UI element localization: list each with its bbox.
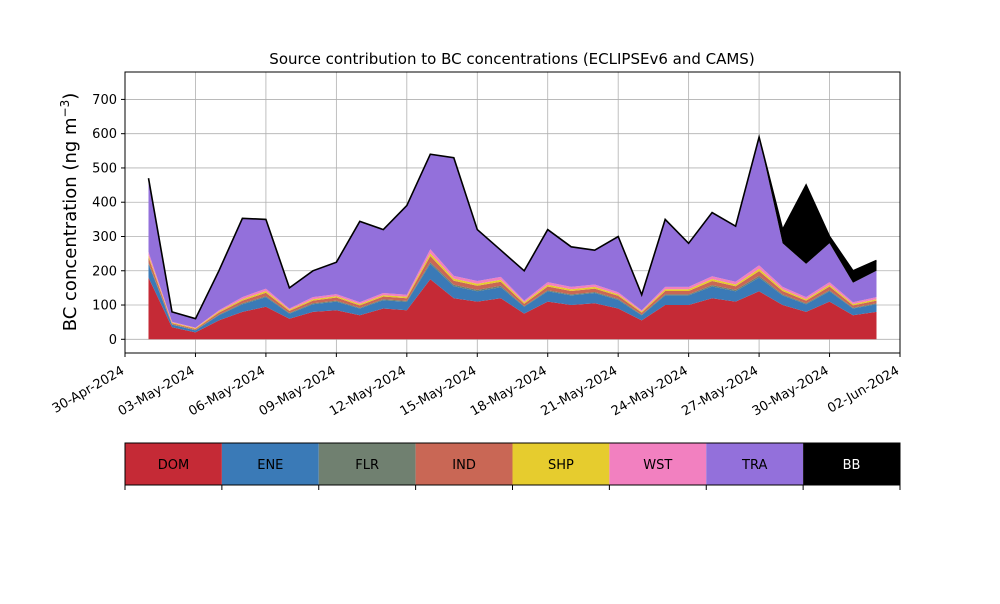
y-tick-label: 400 bbox=[92, 196, 117, 211]
x-tick-label: 02-Jun-2024 bbox=[825, 363, 902, 416]
area-series-group bbox=[147, 133, 877, 340]
legend-label-ene: ENE bbox=[257, 458, 283, 473]
y-axis-label-close: ) bbox=[60, 93, 81, 100]
axes bbox=[121, 71, 901, 357]
legend-frame bbox=[124, 442, 901, 486]
legend-label-wst: WST bbox=[643, 458, 672, 473]
x-tick-label: 09-May-2024 bbox=[257, 363, 339, 419]
legend-swatch-dom bbox=[125, 443, 222, 485]
area-series-dom bbox=[148, 277, 877, 340]
x-tick-label: 30-May-2024 bbox=[750, 363, 832, 419]
legend-swatch-wst bbox=[609, 443, 707, 485]
legend-swatch-flr bbox=[318, 443, 416, 485]
x-tick-label: 24-May-2024 bbox=[609, 363, 691, 419]
x-tick-label: 27-May-2024 bbox=[679, 363, 761, 419]
legend-label-bb: BB bbox=[843, 458, 861, 473]
x-tick-label: 15-May-2024 bbox=[398, 363, 480, 419]
y-tick-labels: 0 100 200 300 400 500 600 700 bbox=[92, 93, 117, 348]
y-tick-label: 300 bbox=[92, 230, 117, 245]
x-tick-label: 03-May-2024 bbox=[116, 363, 198, 419]
legend-label-flr: FLR bbox=[355, 458, 379, 473]
y-axis-label-exponent: −3 bbox=[58, 100, 72, 118]
x-tick-label: 21-May-2024 bbox=[539, 363, 621, 419]
y-axis-label: BC concentration (ng m−3) bbox=[58, 93, 81, 332]
x-tick-label: 12-May-2024 bbox=[327, 363, 409, 419]
area-series-flr bbox=[148, 262, 877, 331]
area-series-ene bbox=[148, 263, 877, 333]
legend-colorbar: DOM ENE FLR IND SHP WST TRA BB bbox=[124, 442, 901, 490]
chart-title: Source contribution to BC concentrations… bbox=[269, 50, 754, 68]
legend-label-tra: TRA bbox=[741, 458, 767, 473]
legend-swatch-ind bbox=[415, 443, 513, 485]
legend-swatch-shp bbox=[512, 443, 610, 485]
x-tick-label: 06-May-2024 bbox=[186, 363, 268, 419]
area-series-tra bbox=[148, 137, 877, 328]
total-outline-line bbox=[147, 133, 877, 320]
legend-swatch-bb bbox=[803, 443, 900, 485]
legend-label-dom: DOM bbox=[158, 458, 189, 473]
plot-frame bbox=[124, 71, 901, 354]
legend-label-shp: SHP bbox=[548, 458, 574, 473]
y-tick-label: 600 bbox=[92, 127, 117, 142]
x-tick-label: 30-Apr-2024 bbox=[50, 363, 127, 416]
legend-swatch-ene bbox=[221, 443, 319, 485]
y-tick-label: 0 bbox=[109, 333, 117, 348]
y-tick-label: 100 bbox=[92, 299, 117, 314]
x-tick-label: 18-May-2024 bbox=[468, 363, 550, 419]
area-series-ind bbox=[148, 256, 877, 330]
y-tick-label: 700 bbox=[92, 93, 117, 108]
y-tick-label: 200 bbox=[92, 264, 117, 279]
legend-swatch-tra bbox=[706, 443, 804, 485]
legend-label-ind: IND bbox=[452, 458, 476, 473]
y-tick-label: 500 bbox=[92, 161, 117, 176]
area-series-shp bbox=[148, 253, 877, 329]
y-axis-label-text: BC concentration (ng m bbox=[60, 117, 81, 331]
x-tick-labels: 30-Apr-202403-May-202406-May-202409-May-… bbox=[50, 363, 902, 419]
